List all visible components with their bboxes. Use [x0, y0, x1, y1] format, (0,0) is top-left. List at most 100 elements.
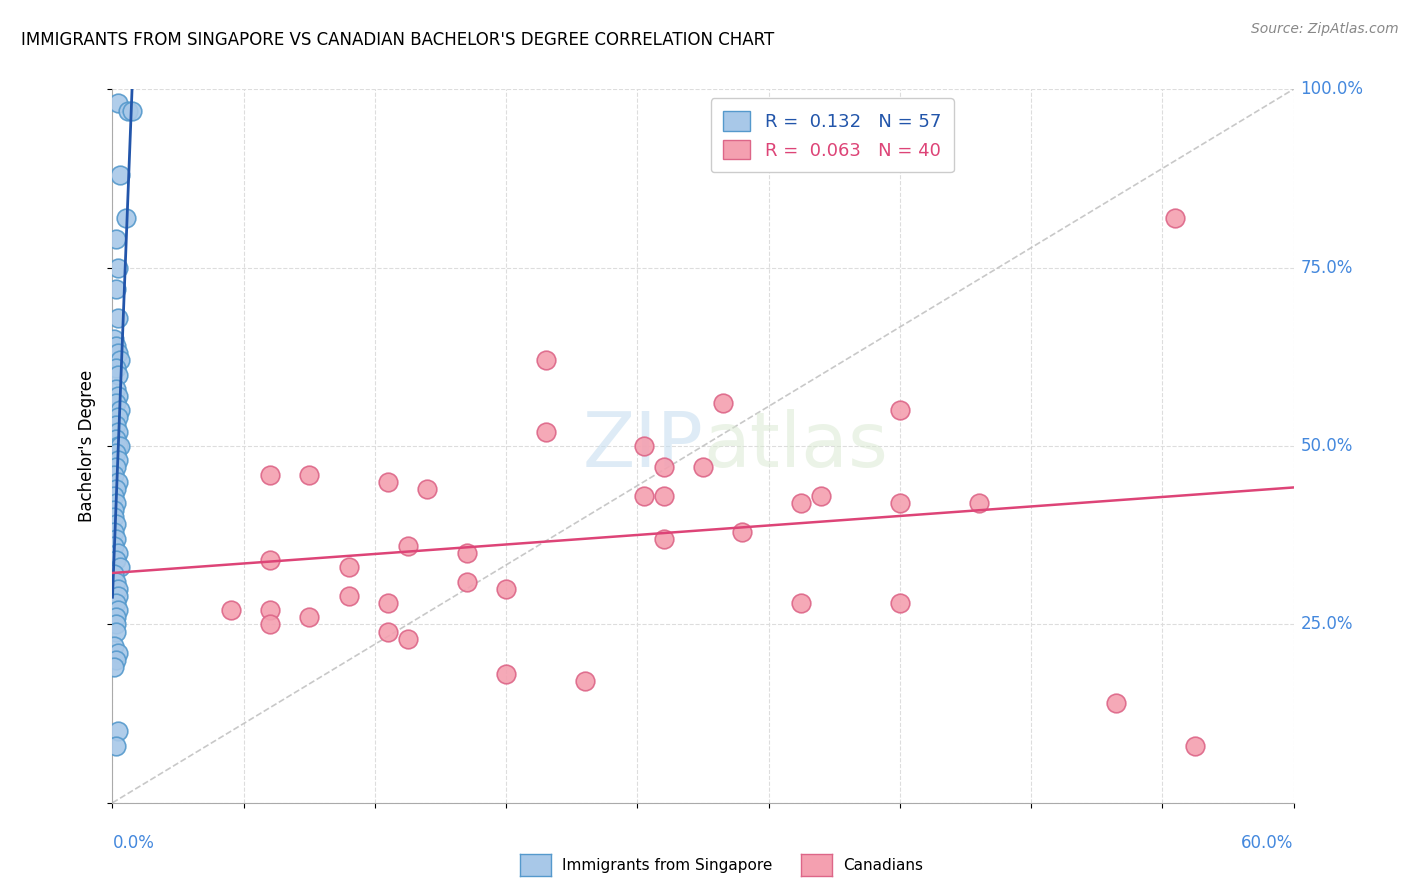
- Point: [731, 524, 754, 539]
- Point: [105, 532, 128, 546]
- Point: [377, 475, 399, 489]
- Point: [107, 310, 129, 325]
- Point: [105, 482, 128, 496]
- Point: [105, 396, 128, 410]
- Text: 0.0%: 0.0%: [112, 834, 155, 852]
- Point: [105, 432, 128, 446]
- Point: [574, 674, 596, 689]
- Point: [107, 646, 129, 660]
- Point: [711, 396, 734, 410]
- Point: [105, 617, 128, 632]
- Point: [107, 724, 129, 739]
- Point: [967, 496, 990, 510]
- Point: [110, 353, 132, 368]
- Point: [103, 467, 125, 482]
- Point: [692, 460, 714, 475]
- Point: [105, 339, 128, 353]
- Point: [105, 574, 128, 589]
- Point: [219, 603, 242, 617]
- Text: 100.0%: 100.0%: [1301, 80, 1364, 98]
- Point: [1164, 211, 1187, 225]
- Point: [105, 596, 128, 610]
- Point: [115, 211, 138, 225]
- Point: [105, 282, 128, 296]
- Point: [105, 446, 128, 460]
- Point: [103, 567, 125, 582]
- Point: [534, 425, 557, 439]
- Point: [105, 232, 128, 246]
- Point: [107, 368, 129, 382]
- Point: [790, 596, 813, 610]
- Point: [889, 403, 911, 417]
- Point: [107, 425, 129, 439]
- Point: [107, 475, 129, 489]
- Point: [105, 496, 128, 510]
- Point: [105, 382, 128, 396]
- Point: [652, 532, 675, 546]
- Point: [259, 467, 281, 482]
- Point: [259, 553, 281, 567]
- Text: 60.0%: 60.0%: [1241, 834, 1294, 852]
- Point: [633, 439, 655, 453]
- Point: [107, 389, 129, 403]
- Point: [107, 346, 129, 360]
- Point: [105, 624, 128, 639]
- Point: [416, 482, 439, 496]
- Point: [396, 632, 419, 646]
- Point: [121, 103, 143, 118]
- Point: [105, 517, 128, 532]
- Point: [105, 417, 128, 432]
- Point: [652, 460, 675, 475]
- Point: [259, 603, 281, 617]
- Point: [810, 489, 832, 503]
- Point: [1184, 739, 1206, 753]
- Text: Immigrants from Singapore: Immigrants from Singapore: [562, 858, 773, 872]
- Point: [110, 560, 132, 574]
- Text: Source: ZipAtlas.com: Source: ZipAtlas.com: [1251, 22, 1399, 37]
- Point: [337, 589, 360, 603]
- Y-axis label: Bachelor's Degree: Bachelor's Degree: [77, 370, 96, 522]
- Point: [495, 582, 517, 596]
- Point: [107, 96, 129, 111]
- Point: [259, 617, 281, 632]
- Point: [633, 489, 655, 503]
- Point: [337, 560, 360, 574]
- Point: [103, 489, 125, 503]
- Point: [103, 332, 125, 346]
- Point: [103, 510, 125, 524]
- Point: [117, 103, 139, 118]
- Point: [107, 453, 129, 467]
- Text: 50.0%: 50.0%: [1301, 437, 1353, 455]
- Text: ZIP: ZIP: [582, 409, 703, 483]
- Point: [107, 546, 129, 560]
- Text: Canadians: Canadians: [844, 858, 924, 872]
- Point: [107, 439, 129, 453]
- Point: [105, 653, 128, 667]
- Point: [107, 410, 129, 425]
- Point: [790, 496, 813, 510]
- Legend: R =  0.132   N = 57, R =  0.063   N = 40: R = 0.132 N = 57, R = 0.063 N = 40: [710, 98, 953, 172]
- Point: [652, 489, 675, 503]
- Point: [105, 360, 128, 375]
- Point: [105, 610, 128, 624]
- Point: [110, 168, 132, 182]
- Point: [103, 524, 125, 539]
- Point: [107, 603, 129, 617]
- Point: [103, 660, 125, 674]
- Point: [298, 610, 321, 624]
- Text: IMMIGRANTS FROM SINGAPORE VS CANADIAN BACHELOR'S DEGREE CORRELATION CHART: IMMIGRANTS FROM SINGAPORE VS CANADIAN BA…: [21, 31, 775, 49]
- Point: [103, 503, 125, 517]
- Point: [110, 403, 132, 417]
- Point: [103, 639, 125, 653]
- Point: [889, 496, 911, 510]
- Point: [1105, 696, 1128, 710]
- Text: 25.0%: 25.0%: [1301, 615, 1353, 633]
- Point: [377, 596, 399, 610]
- Point: [298, 467, 321, 482]
- Point: [377, 624, 399, 639]
- Point: [456, 574, 478, 589]
- Point: [105, 460, 128, 475]
- Text: atlas: atlas: [703, 409, 887, 483]
- Point: [107, 589, 129, 603]
- Text: 75.0%: 75.0%: [1301, 259, 1353, 277]
